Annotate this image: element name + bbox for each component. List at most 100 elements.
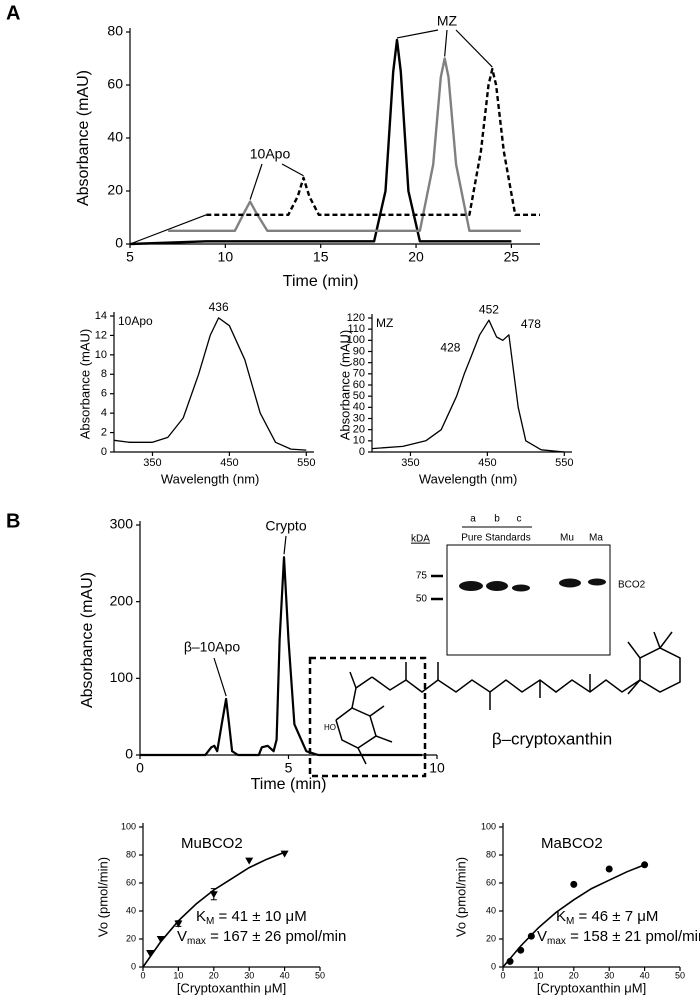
trace [140, 556, 423, 757]
blot-kda: kDA [411, 534, 430, 545]
point [517, 946, 525, 954]
group-label: Pure Standards [461, 533, 531, 544]
y-tick-label: 50 [353, 390, 365, 402]
y-tick-label: 70 [353, 368, 365, 380]
y-tick-label: 20 [107, 182, 123, 198]
x-tick-label: 30 [244, 970, 254, 980]
x-tick-label: 0 [140, 970, 145, 980]
subscript: max [187, 936, 206, 947]
y-tick-label: 300 [110, 516, 134, 532]
y-tick-label: 100 [347, 334, 365, 346]
lane-label: a [470, 514, 476, 525]
panel-label: A [6, 2, 20, 24]
vmax-text: Vmax = 158 ± 21 pmol/min [537, 928, 700, 947]
structure [308, 631, 681, 778]
y-tick-label: 20 [486, 933, 496, 943]
y-tick-label: 80 [107, 23, 123, 39]
chart-title: MaBCO2 [541, 835, 603, 852]
peak-label: 478 [521, 317, 541, 331]
y-tick-label: 40 [107, 129, 123, 145]
value-text: = 167 ± 26 pmol/min [206, 928, 346, 945]
y-tick-label: 60 [126, 877, 136, 887]
point [527, 932, 535, 940]
x-tick-label: 25 [504, 249, 520, 265]
y-tick-label: 0 [131, 961, 136, 971]
y-tick-label: 12 [95, 329, 107, 341]
x-tick-label: 30 [604, 970, 614, 980]
y-tick-label: 100 [121, 821, 136, 831]
point [146, 950, 155, 957]
x-axis-label: Wavelength (nm) [161, 471, 260, 486]
symbol: K [196, 908, 206, 925]
x-tick-label: 5 [285, 760, 293, 776]
y-axis-label: Absorbance (mAU) [337, 330, 352, 441]
y-tick-label: 14 [95, 310, 107, 322]
x-tick-label: 5 [126, 249, 134, 265]
chart-title: MuBCO2 [181, 835, 243, 852]
y-tick-label: 8 [101, 368, 107, 380]
y-tick-label: 20 [126, 933, 136, 943]
symbol: K [556, 908, 566, 925]
y-tick-label: 90 [353, 345, 365, 357]
y-tick-label: 120 [347, 312, 365, 324]
y-tick-label: 200 [110, 592, 134, 608]
band [459, 581, 483, 591]
trace [206, 67, 540, 216]
y-tick-label: 60 [353, 379, 365, 391]
y-tick-label: 0 [359, 446, 365, 458]
y-tick-label: 30 [353, 412, 365, 424]
point [506, 957, 514, 965]
point [245, 857, 254, 865]
lane-label: b [494, 514, 500, 525]
x-tick-label: 50 [675, 970, 685, 980]
x-axis-label: Time (min) [251, 776, 327, 793]
leader [455, 29, 493, 68]
bond [653, 631, 661, 649]
y-axis-label: Absorbance (mAU) [79, 572, 96, 708]
chain [371, 676, 641, 693]
y-tick-label: 0 [125, 746, 133, 762]
marker-label: 50 [416, 594, 428, 605]
x-tick-label: 10 [173, 970, 183, 980]
bond [369, 705, 385, 717]
structure-label: β–cryptoxanthin [492, 729, 612, 748]
x-tick-label: 0 [136, 760, 144, 776]
lane-label: Mu [560, 533, 574, 544]
leader [444, 29, 448, 57]
peak-label: 436 [209, 300, 229, 314]
structure-group: HO [324, 723, 336, 732]
peak-label: 428 [440, 340, 460, 354]
point [280, 850, 289, 858]
y-tick-label: 60 [107, 76, 123, 92]
y-tick-label: 80 [486, 849, 496, 859]
y-axis-label: Absorbance (mAU) [75, 70, 92, 206]
y-tick-label: 10 [353, 435, 365, 447]
panel-label: B [6, 510, 20, 532]
x-axis-label: [Cryptoxanthin μM] [537, 980, 646, 995]
y-tick-label: 60 [486, 877, 496, 887]
x-axis-label: Time (min) [283, 273, 359, 290]
y-tick-label: 0 [101, 446, 107, 458]
ring [639, 647, 681, 693]
x-tick-label: 40 [280, 970, 290, 980]
y-tick-label: 100 [481, 821, 496, 831]
annotation: Crypto [265, 518, 306, 534]
annotation: 10Apo [250, 146, 291, 162]
leader [281, 163, 304, 177]
floor-edge [129, 214, 207, 245]
bond [375, 735, 393, 743]
point [570, 880, 578, 888]
y-tick-label: 80 [126, 849, 136, 859]
x-tick-label: 0 [500, 970, 505, 980]
vmax-text: Vmax = 167 ± 26 pmol/min [177, 928, 346, 947]
blot-frame [446, 544, 611, 656]
y-tick-label: 0 [115, 235, 123, 251]
lane-label: c [517, 514, 522, 525]
x-axis-label: Wavelength (nm) [419, 471, 518, 486]
y-tick-label: 40 [126, 905, 136, 915]
x-tick-label: 10 [533, 970, 543, 980]
panel-title: 10Apo [118, 314, 153, 328]
subscript: M [566, 916, 574, 927]
y-tick-label: 6 [101, 388, 107, 400]
point [174, 920, 183, 928]
